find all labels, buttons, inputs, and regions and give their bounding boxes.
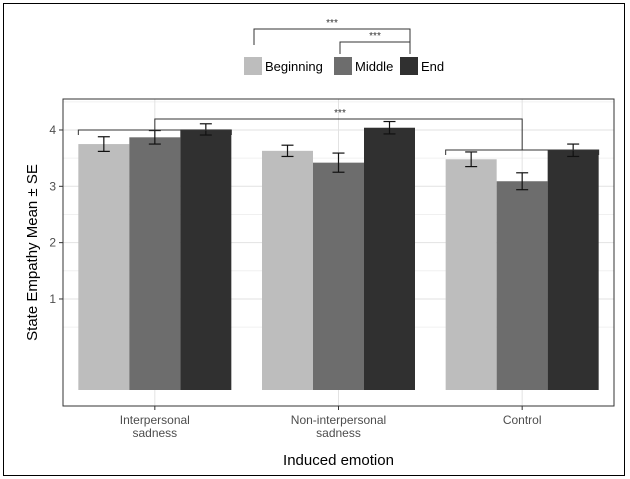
- x-tick-label-line: Non-interpersonal: [291, 413, 386, 427]
- bar-middle-2: [496, 181, 548, 390]
- legend-label-beginning: Beginning: [265, 59, 323, 74]
- x-tick-label: Control: [503, 413, 542, 427]
- x-tick-label-line: sadness: [132, 426, 177, 440]
- bar-end-1: [364, 127, 415, 390]
- legend-label-end: End: [421, 59, 444, 74]
- legend-label-middle: Middle: [355, 59, 393, 74]
- significance-bracket-middle-end-label: ***: [369, 31, 381, 42]
- legend-key-beginning: [244, 57, 262, 75]
- legend-key-end: [400, 57, 418, 75]
- significance-bracket-interpersonal-control: [154, 118, 523, 150]
- x-tick-label-line: sadness: [316, 426, 361, 440]
- y-tick-label: 1: [49, 292, 56, 306]
- x-tick-label: Non-interpersonal sadness: [291, 413, 386, 440]
- y-axis-title: State Empathy Mean ± SE: [24, 164, 41, 341]
- x-tick-label-line: Interpersonal: [120, 413, 190, 427]
- x-tick-label: Interpersonal sadness: [120, 413, 190, 440]
- x-tick-label-line: Control: [503, 413, 542, 427]
- bar-end-2: [547, 150, 599, 390]
- y-tick-label: 3: [49, 179, 56, 193]
- bar-middle-0: [129, 137, 181, 390]
- y-tick-label: 4: [49, 123, 56, 137]
- significance-bracket-middle-end: [339, 41, 411, 54]
- bar-beginning-2: [445, 159, 497, 390]
- legend-key-middle: [334, 57, 352, 75]
- bar-beginning-1: [262, 150, 313, 390]
- significance-bracket-beginning-end-label: ***: [326, 18, 338, 29]
- bar-beginning-0: [78, 144, 130, 390]
- x-axis-title: Induced emotion: [283, 452, 394, 469]
- significance-bracket-interpersonal-control-label: ***: [334, 108, 346, 119]
- bar-end-0: [180, 129, 232, 391]
- significance-bracket-beginning-end: [253, 28, 411, 45]
- bar-middle-1: [313, 162, 364, 390]
- y-tick-label: 2: [49, 236, 56, 250]
